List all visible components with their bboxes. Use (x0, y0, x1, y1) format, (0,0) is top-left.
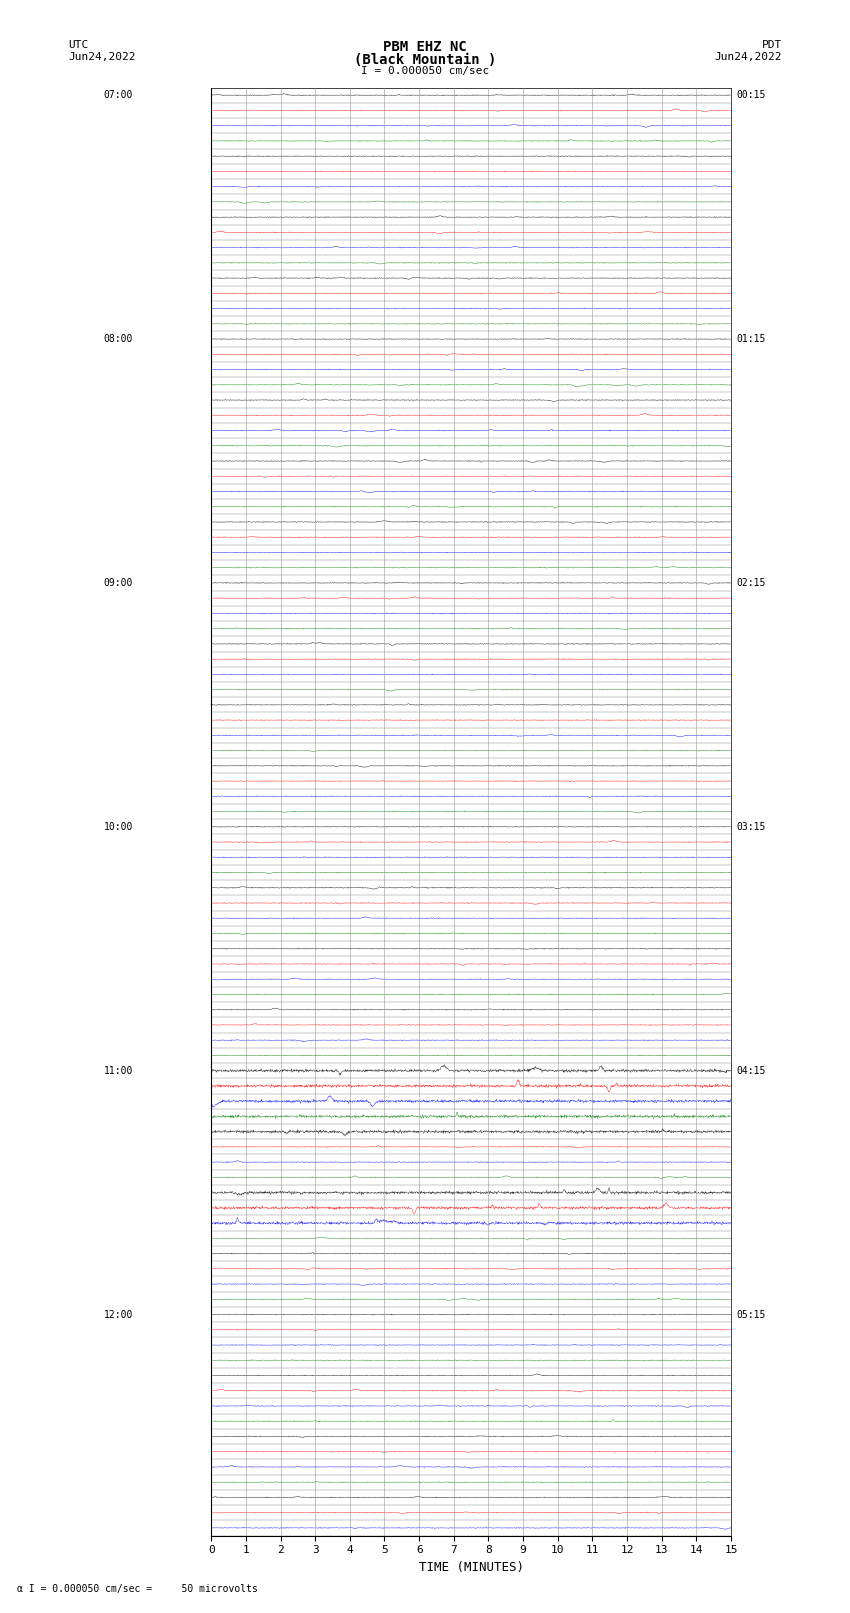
Text: 02:15: 02:15 (736, 577, 766, 587)
Text: PBM EHZ NC: PBM EHZ NC (383, 40, 467, 55)
Text: 08:00: 08:00 (104, 334, 133, 344)
Text: (Black Mountain ): (Black Mountain ) (354, 53, 496, 68)
Text: α I = 0.000050 cm/sec =     50 microvolts: α I = 0.000050 cm/sec = 50 microvolts (17, 1584, 258, 1594)
Text: 00:15: 00:15 (736, 90, 766, 100)
X-axis label: TIME (MINUTES): TIME (MINUTES) (418, 1561, 524, 1574)
Text: 10:00: 10:00 (104, 821, 133, 832)
Text: PDT
Jun24,2022: PDT Jun24,2022 (715, 40, 782, 61)
Text: 09:00: 09:00 (104, 577, 133, 587)
Text: 04:15: 04:15 (736, 1066, 766, 1076)
Text: 05:15: 05:15 (736, 1310, 766, 1319)
Text: I = 0.000050 cm/sec: I = 0.000050 cm/sec (361, 66, 489, 76)
Text: 03:15: 03:15 (736, 821, 766, 832)
Text: UTC
Jun24,2022: UTC Jun24,2022 (68, 40, 135, 61)
Text: 12:00: 12:00 (104, 1310, 133, 1319)
Text: 01:15: 01:15 (736, 334, 766, 344)
Text: 07:00: 07:00 (104, 90, 133, 100)
Text: 11:00: 11:00 (104, 1066, 133, 1076)
